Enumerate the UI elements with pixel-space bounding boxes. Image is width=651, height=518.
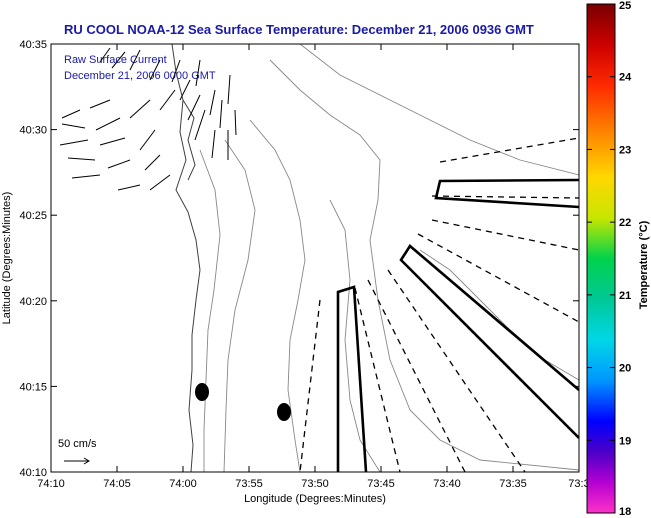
y-tick-label: 40:30 [19,125,47,137]
subtitle-line-1: Raw Surface Current [64,54,167,66]
coastline [171,44,201,472]
x-axis: 74:10 74:05 74:00 73:55 73:50 73:45 73:40 73:35… [37,44,590,490]
station-marker [195,383,209,401]
colorbar-tick-label: 18 [619,506,631,518]
colorbar-tick-label: 23 [619,144,631,156]
scale-arrow-label: 50 cm/s [58,438,97,450]
colorbar [586,3,616,514]
colorbar-tick-label: 20 [619,363,631,375]
colorbar-label: Temperature (°C) [638,220,650,309]
subtitle-line-2: December 21, 2006 0000 GMT [64,70,216,82]
x-tick-label: 74:10 [37,478,65,490]
sampling-wedges [336,178,579,472]
x-tick-label: 73:55 [235,478,263,490]
x-tick-label: 74:00 [169,478,197,490]
plot-frame [50,43,580,473]
x-tick-label: 73:50 [301,478,329,490]
station-marker [277,403,291,421]
y-tick-label: 40:35 [19,39,47,51]
y-axis: 40:35 40:30 40:25 40:20 40:15 40:10 [19,39,579,479]
colorbar-ticks: 25 24 23 22 21 20 19 18 [587,0,632,518]
colorbar-tick-label: 25 [619,0,631,12]
surface-current-arrows [59,47,237,191]
colorbar-tick-label: 24 [619,72,632,84]
bathymetry-contours [199,44,579,472]
x-tick-label: 73:40 [433,478,461,490]
chart-title: RU COOL NOAA-12 Sea Surface Temperature:… [64,22,534,37]
radial-dashed-lines [299,137,579,472]
scale-arrow-head [83,457,90,465]
colorbar-tick-label: 22 [619,217,631,229]
x-tick-label: 73:35 [499,478,527,490]
x-tick-label: 73:3 [568,478,589,490]
y-tick-label: 40:25 [19,210,47,222]
x-axis-label: Longitude (Degrees:Minutes) [244,493,386,505]
map-area [59,44,579,472]
y-tick-label: 40:15 [19,381,47,393]
colorbar-tick-label: 21 [619,290,631,302]
x-tick-label: 73:45 [367,478,395,490]
y-tick-label: 40:20 [19,296,47,308]
x-tick-label: 74:05 [103,478,131,490]
y-axis-label: Latitude (Degrees:Minutes) [1,192,13,325]
colorbar-tick-label: 19 [619,435,631,447]
y-tick-label: 40:10 [19,467,47,479]
river-inlet [182,99,196,181]
